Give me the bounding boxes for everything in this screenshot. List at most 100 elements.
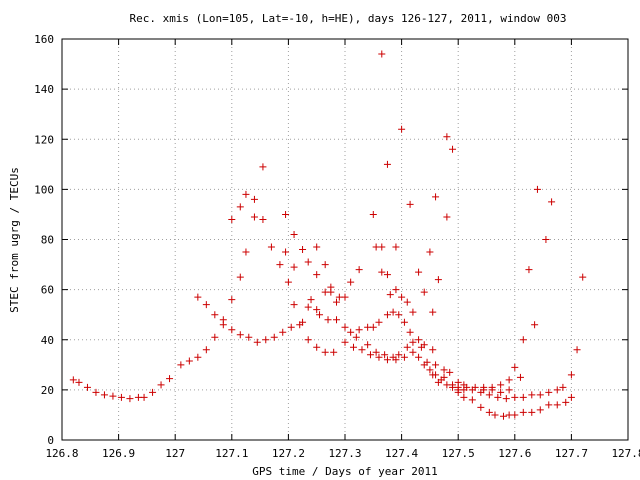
data-point: [423, 358, 431, 366]
x-tick-label: 126.9: [102, 447, 135, 460]
data-point: [415, 268, 423, 276]
data-point: [449, 381, 457, 389]
data-point: [236, 203, 244, 211]
data-point: [355, 266, 363, 274]
data-point: [372, 348, 380, 356]
data-point: [267, 243, 275, 251]
data-point: [333, 298, 341, 306]
data-point: [211, 311, 219, 319]
data-point: [400, 318, 408, 326]
data-point: [536, 406, 544, 414]
data-point: [290, 230, 298, 238]
data-point: [202, 346, 210, 354]
data-point: [279, 328, 287, 336]
data-point: [92, 388, 100, 396]
data-point: [409, 308, 417, 316]
data-point: [511, 411, 519, 419]
data-point: [117, 393, 125, 401]
data-point: [389, 353, 397, 361]
data-point: [250, 195, 258, 203]
data-point: [324, 316, 332, 324]
data-point: [282, 248, 290, 256]
data-point: [321, 348, 329, 356]
data-point: [347, 278, 355, 286]
x-tick-label: 127.3: [328, 447, 361, 460]
data-point: [528, 391, 536, 399]
data-point: [364, 341, 372, 349]
data-point: [341, 338, 349, 346]
data-point: [304, 336, 312, 344]
data-point: [531, 321, 539, 329]
data-point: [528, 408, 536, 416]
data-point: [511, 363, 519, 371]
x-tick-label: 126.8: [45, 447, 78, 460]
data-point: [485, 391, 493, 399]
grid-lines: [62, 39, 628, 440]
data-point: [228, 215, 236, 223]
y-tick-label: 140: [34, 83, 54, 96]
data-point: [429, 346, 437, 354]
data-point: [403, 343, 411, 351]
data-point: [250, 213, 258, 221]
data-point: [236, 331, 244, 339]
data-point: [505, 386, 513, 394]
y-tick-label: 100: [34, 183, 54, 196]
chart-title: Rec. xmis (Lon=105, Lat=-10, h=HE), days…: [129, 12, 566, 25]
data-point: [434, 276, 442, 284]
y-tick-labels: 0 20 40 60 80 100 120 140 160: [34, 33, 54, 447]
data-point: [488, 386, 496, 394]
data-point: [177, 361, 185, 369]
data-point: [440, 373, 448, 381]
data-point: [313, 343, 321, 351]
data-point: [406, 328, 414, 336]
data-point: [313, 306, 321, 314]
data-point: [287, 323, 295, 331]
data-point: [349, 343, 357, 351]
y-axis-label: STEC from ugrg / TECUs: [8, 167, 21, 313]
x-tick-labels: 126.8 126.9 127 127.1 127.2 127.3 127.4 127.5 12…: [45, 447, 640, 460]
data-point: [420, 341, 428, 349]
data-point: [420, 288, 428, 296]
data-point: [389, 308, 397, 316]
data-point: [375, 318, 383, 326]
data-point: [100, 391, 108, 399]
data-point: [378, 268, 386, 276]
plot-frame: [61, 38, 629, 441]
data-point: [429, 371, 437, 379]
data-point: [194, 353, 202, 361]
data-point: [185, 357, 193, 365]
data-point: [383, 311, 391, 319]
data-point: [341, 323, 349, 331]
data-point: [434, 378, 442, 386]
data-point: [383, 356, 391, 364]
data-point: [313, 271, 321, 279]
data-point: [140, 393, 148, 401]
data-point: [443, 133, 451, 141]
data-point: [491, 411, 499, 419]
data-point: [477, 403, 485, 411]
data-point: [242, 248, 250, 256]
data-point: [409, 338, 417, 346]
data-point: [304, 303, 312, 311]
y-tick-label: 80: [41, 234, 54, 247]
x-tick-label: 127.8: [611, 447, 640, 460]
data-point: [505, 376, 513, 384]
data-point: [126, 395, 134, 403]
data-point: [497, 381, 505, 389]
data-point: [83, 383, 91, 391]
data-point: [313, 243, 321, 251]
x-tick-label: 127.2: [272, 447, 305, 460]
data-point: [573, 346, 581, 354]
x-tick-label: 127.1: [215, 447, 248, 460]
data-point: [511, 393, 519, 401]
data-point: [562, 398, 570, 406]
data-point: [545, 401, 553, 409]
data-point: [553, 401, 561, 409]
y-tick-label: 160: [34, 33, 54, 46]
data-point: [299, 318, 307, 326]
data-point: [559, 383, 567, 391]
data-point: [299, 246, 307, 254]
data-point: [468, 396, 476, 404]
x-tick-label: 127.4: [385, 447, 418, 460]
